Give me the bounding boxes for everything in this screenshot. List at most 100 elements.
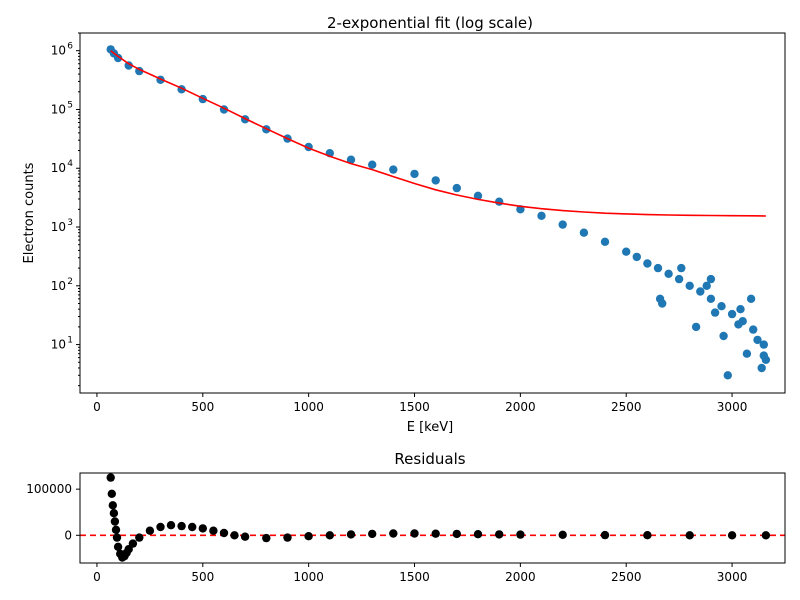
residual-point — [107, 489, 117, 498]
residual-point — [685, 531, 694, 540]
y-tick-exponent: 4 — [67, 159, 73, 169]
main-x-ticks: 0 500 1000 1500 2000 2500 3000 — [93, 393, 747, 414]
data-point — [664, 269, 673, 278]
residual-point — [111, 525, 121, 534]
main-y-axis-label: Electron counts — [22, 162, 37, 263]
x-tick-label: 1500 — [399, 400, 430, 414]
x-tick-label: 3000 — [717, 400, 748, 414]
main-plot-panel: 2-exponential fit (log scale) 0 500 1000 15… — [22, 14, 786, 435]
residual-point — [156, 522, 165, 532]
data-point — [734, 320, 743, 329]
y-tick-exponent: 2 — [67, 277, 73, 287]
residuals-plot-marks — [80, 473, 785, 562]
residual-point — [113, 542, 123, 551]
residual-point — [495, 530, 504, 539]
x-tick-label: 1000 — [293, 400, 324, 414]
residual-point — [410, 529, 419, 538]
x-tick-label: 2000 — [505, 570, 536, 584]
data-point — [643, 259, 652, 268]
y-tick-exponent: 6 — [67, 42, 73, 52]
data-point — [749, 325, 758, 334]
residuals-plot-panel: Residuals 0 500 1000 1500 2000 2500 3000 0 1000… — [26, 450, 786, 584]
data-point — [757, 363, 766, 373]
residual-point — [262, 533, 271, 543]
data-point — [124, 61, 133, 70]
residual-point — [600, 530, 610, 540]
x-tick-label: 2000 — [505, 400, 536, 414]
data-point — [674, 274, 684, 284]
data-point — [706, 274, 716, 284]
data-point — [691, 322, 701, 332]
data-point — [719, 331, 728, 341]
y-tick-label: 10 — [51, 44, 66, 58]
residual-point — [135, 533, 144, 542]
data-point — [368, 160, 377, 169]
residual-point — [128, 539, 138, 548]
residuals-plot-title: Residuals — [394, 450, 465, 468]
data-point — [632, 252, 641, 262]
residual-point — [727, 531, 737, 540]
main-plot-title: 2-exponential fit (log scale) — [327, 14, 533, 32]
data-point — [723, 371, 732, 380]
x-tick-label: 500 — [191, 400, 214, 414]
data-point — [473, 191, 483, 200]
residuals-plot-axes-frame — [79, 472, 786, 564]
x-tick-label: 500 — [191, 570, 214, 584]
data-point — [685, 281, 694, 290]
data-point — [706, 294, 716, 303]
y-tick-label: 10 — [51, 102, 66, 116]
residual-point — [389, 529, 398, 538]
residual-point — [145, 526, 155, 535]
data-point — [410, 169, 419, 179]
data-point — [622, 247, 631, 256]
data-point — [452, 183, 461, 193]
residual-point — [643, 531, 652, 540]
main-x-axis-label: E [keV] — [407, 420, 453, 435]
data-point — [558, 220, 567, 229]
data-point — [727, 309, 737, 319]
residuals-y-ticks: 0 100000 — [26, 482, 80, 542]
residual-point — [112, 533, 122, 542]
residual-point — [325, 531, 334, 540]
data-point — [579, 228, 589, 237]
data-point — [653, 263, 663, 273]
x-tick-label: 0 — [93, 570, 101, 584]
y-tick-label: 10 — [51, 220, 66, 234]
data-point — [389, 165, 398, 174]
data-point — [346, 155, 356, 164]
x-tick-label: 2500 — [611, 570, 642, 584]
residual-point — [283, 533, 292, 542]
y-tick-exponent: 5 — [67, 100, 73, 110]
y-tick-label: 10 — [51, 338, 66, 352]
data-point — [742, 349, 752, 358]
y-tick-exponent: 1 — [67, 336, 73, 346]
residual-point — [558, 530, 567, 539]
data-point — [495, 197, 504, 206]
residual-point — [346, 530, 356, 539]
x-tick-label: 1000 — [293, 570, 324, 584]
residual-point — [473, 530, 483, 539]
data-point — [677, 263, 686, 273]
data-point — [431, 176, 440, 185]
residual-point — [761, 531, 771, 540]
data-point — [537, 211, 546, 220]
y-tick-label: 0 — [64, 528, 72, 542]
main-plot-marks — [106, 45, 771, 380]
residual-point — [198, 524, 207, 533]
residual-point — [188, 522, 197, 532]
residual-point — [431, 529, 440, 538]
residual-point — [368, 529, 377, 539]
x-tick-label: 2500 — [611, 400, 642, 414]
data-point — [696, 287, 705, 296]
residual-point — [230, 531, 239, 540]
data-point — [600, 237, 610, 246]
x-tick-label: 3000 — [717, 570, 748, 584]
data-point — [113, 53, 123, 63]
y-tick-exponent: 3 — [67, 218, 73, 228]
residual-point — [109, 509, 119, 518]
residual-point — [452, 529, 461, 539]
residual-point — [219, 528, 229, 538]
residual-point — [209, 526, 218, 535]
y-tick-label: 10 — [51, 161, 66, 175]
